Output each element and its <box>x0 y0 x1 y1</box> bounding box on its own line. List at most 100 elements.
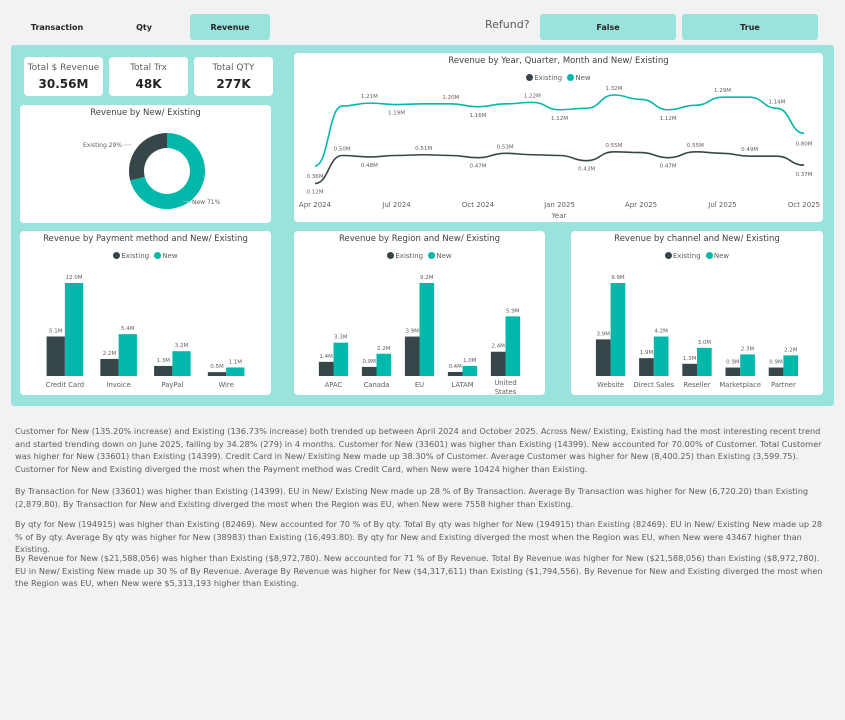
bar-new <box>697 347 712 376</box>
line-series-new <box>314 94 805 167</box>
data-label: 0.47M <box>470 164 487 170</box>
line-chart: 0.12M 0.50M 0.48M 0.51M 0.47M 0.53M 0.43M 0.55M… <box>299 86 820 220</box>
data-label: 1.16M <box>470 113 487 119</box>
bar-data-label: 2.2M <box>784 347 798 353</box>
data-label: 0.53M <box>497 144 514 150</box>
bar-new <box>64 283 84 376</box>
refund-true-button[interactable]: True <box>682 14 818 40</box>
bar-existing <box>100 358 119 376</box>
bar-new <box>376 353 392 376</box>
chart-legend: Existing New <box>20 252 271 260</box>
line-series-existing <box>314 151 805 185</box>
donut-chart-card[interactable]: Revenue by New/ Existing Existing 29% New… <box>20 105 271 223</box>
legend-dot-new <box>705 252 713 259</box>
bar-data-label: 12.0M <box>66 275 83 281</box>
legend-new: New <box>162 252 178 260</box>
data-label: 1.29M <box>714 88 731 94</box>
tab-transaction[interactable]: Transaction <box>30 22 84 32</box>
region-chart-card[interactable]: Revenue by Region and New/ Existing Exis… <box>294 231 545 395</box>
bar-existing <box>595 339 611 376</box>
bar-data-label: 0.4M <box>448 364 462 370</box>
channel-bar-chart: 3.9M 9.9M Website 1.9M 4.2M Direct Sales 1.3M 3… <box>595 275 799 389</box>
bar-data-label: 0.9M <box>726 360 740 366</box>
bar-data-label: 0.9M <box>769 360 783 366</box>
bar-new <box>740 354 755 376</box>
x-tick-label: Direct Sales <box>633 381 674 389</box>
bar-data-label: 5.1M <box>49 328 63 334</box>
bar-new <box>172 351 191 376</box>
data-label: 0.37M <box>796 172 813 178</box>
x-tick-label: Wire <box>218 381 233 389</box>
bar-new <box>419 283 435 376</box>
legend-existing: Existing <box>395 252 424 260</box>
line-chart-card[interactable]: Revenue by Year, Quarter, Month and New/… <box>294 53 823 222</box>
bar-data-label: 2.4M <box>491 344 505 350</box>
narrative-qty: By qty for New (194915) was higher than … <box>15 519 823 554</box>
kpi-label: Total Trx <box>130 62 167 73</box>
bar-data-label: 3.9M <box>597 331 611 337</box>
x-tick-label: PayPal <box>161 381 183 389</box>
kpi-value: 48K <box>135 76 162 91</box>
legend-new: New <box>436 252 452 260</box>
data-label: 1.20M <box>442 95 459 101</box>
bar-data-label: 5.9M <box>506 308 520 314</box>
tab-qty[interactable]: Qty <box>136 22 152 32</box>
bar-data-label: 1.1M <box>229 359 243 365</box>
bar-data-label: 4.2M <box>654 329 668 335</box>
chart-title: Revenue by New/ Existing <box>90 108 201 118</box>
kpi-total-trx: Total Trx 48K <box>109 57 188 96</box>
x-tick-label: Apr 2024 <box>299 201 332 209</box>
bar-existing <box>639 358 654 376</box>
payment-chart-card[interactable]: Revenue by Payment method and New/ Exist… <box>20 231 271 395</box>
channel-chart-card[interactable]: Revenue by channel and New/ Existing Exi… <box>571 231 823 395</box>
donut-label-existing: Existing 29% <box>83 142 122 149</box>
bar-new <box>610 283 626 376</box>
bar-data-label: 9.2M <box>420 275 434 281</box>
kpi-value: 277K <box>216 76 251 91</box>
bar-existing <box>447 371 463 376</box>
legend-dot-existing <box>526 74 534 81</box>
bar-data-label: 1.9M <box>640 350 654 356</box>
data-label: 0.36M <box>307 174 324 180</box>
x-tick-label: Jul 2024 <box>381 201 411 209</box>
data-label: 0.80M <box>796 141 813 147</box>
bar-new <box>653 336 669 376</box>
bar-data-label: 9.9M <box>611 275 625 281</box>
bar-data-label: 5.4M <box>121 326 135 332</box>
x-tick-label: Apr 2025 <box>625 201 657 209</box>
chart-legend: Existing New <box>294 74 823 82</box>
legend-existing: Existing <box>534 74 563 82</box>
bar-data-label: 1.3M <box>156 358 170 364</box>
bar-data-label: 3.2M <box>175 343 189 349</box>
legend-existing: Existing <box>672 252 701 260</box>
narrative-customer: Customer for New (135.20% increase) and … <box>15 426 822 474</box>
x-tick-label: Partner <box>771 381 796 389</box>
tab-revenue[interactable]: Revenue <box>190 14 270 40</box>
refund-false-button[interactable]: False <box>540 14 676 40</box>
chart-title: Revenue by channel and New/ Existing <box>614 234 780 244</box>
data-label: 1.12M <box>660 116 677 122</box>
payment-bar-chart: 5.1M 12.0M Credit Card 2.2M 5.4M Invoice 1.3M 3… <box>46 275 245 389</box>
bar-new <box>462 365 478 376</box>
data-label: 0.43M <box>578 167 595 173</box>
kpi-label: Total $ Revenue <box>27 62 100 73</box>
bar-data-label: 3.9M <box>405 329 419 335</box>
x-tick-label: Invoice <box>106 381 130 389</box>
x-tick-label: Oct 2024 <box>462 201 495 209</box>
bar-data-label: 1.4M <box>319 354 333 360</box>
legend-dot-new <box>154 252 162 259</box>
data-label: 0.55M <box>605 143 622 149</box>
bar-data-label: 1.0M <box>463 358 477 364</box>
bar-existing <box>404 336 420 376</box>
x-tick-label: Jul 2025 <box>707 201 737 209</box>
narrative-revenue: By Revenue for New ($21,588,056) was hig… <box>15 553 823 588</box>
donut-chart: Existing 29% New 71% <box>83 133 221 209</box>
x-tick-label: Oct 2025 <box>788 201 820 209</box>
bar-data-label: 3.3M <box>334 335 348 341</box>
bar-existing <box>682 363 697 376</box>
bar-data-label: 0.9M <box>362 359 376 365</box>
data-label: 0.48M <box>361 163 378 169</box>
legend-dot-existing <box>664 252 672 259</box>
data-label: 1.12M <box>551 116 568 122</box>
legend-existing: Existing <box>121 252 150 260</box>
